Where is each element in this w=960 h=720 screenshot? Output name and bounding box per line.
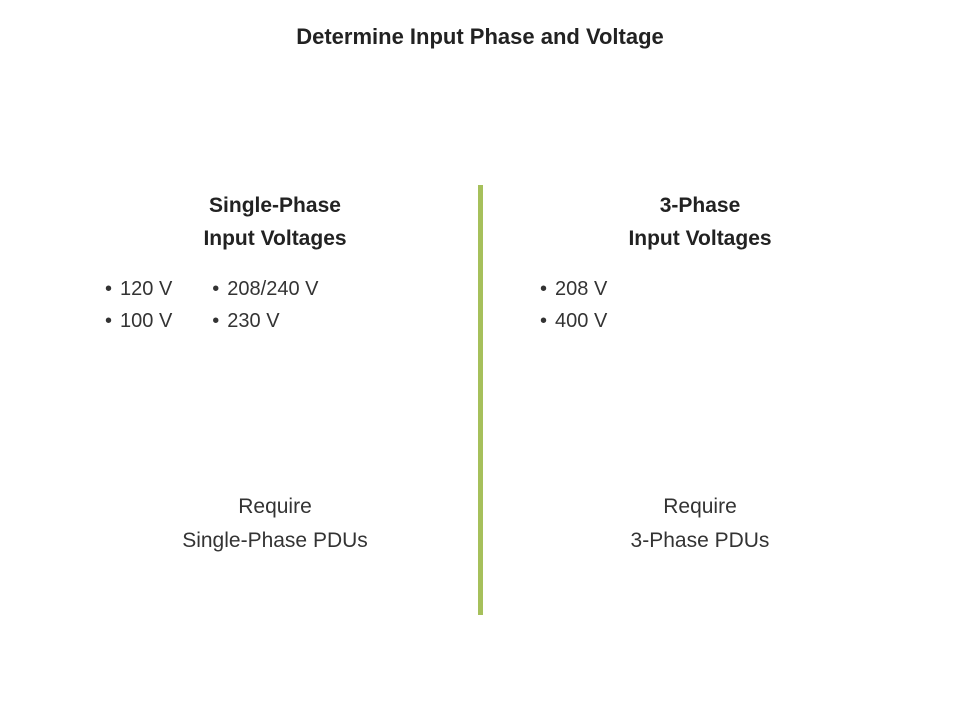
right-requirement: Require 3-Phase PDUs	[540, 490, 860, 557]
voltage-item: 120 V	[105, 273, 172, 305]
left-heading-line2: Input Voltages	[105, 223, 445, 256]
right-requirement-line1: Require	[540, 490, 860, 524]
left-heading-line1: Single-Phase	[105, 190, 445, 223]
left-requirement-line1: Require	[105, 490, 445, 524]
voltage-item: 208/240 V	[212, 273, 318, 305]
right-heading: 3-Phase Input Voltages	[540, 190, 860, 255]
left-voltage-col1: 120 V 100 V	[105, 273, 172, 337]
right-heading-line1: 3-Phase	[540, 190, 860, 223]
voltage-item: 208 V	[540, 273, 860, 305]
voltage-item: 100 V	[105, 305, 172, 337]
left-heading: Single-Phase Input Voltages	[105, 190, 445, 255]
vertical-divider	[478, 185, 483, 615]
left-voltage-col2: 208/240 V 230 V	[212, 273, 318, 337]
right-voltage-list: 208 V 400 V	[540, 273, 860, 337]
right-requirement-line2: 3-Phase PDUs	[540, 524, 860, 558]
voltage-item: 230 V	[212, 305, 318, 337]
left-requirement-line2: Single-Phase PDUs	[105, 524, 445, 558]
left-voltage-list: 120 V 100 V 208/240 V 230 V	[105, 273, 445, 337]
left-requirement: Require Single-Phase PDUs	[105, 490, 445, 557]
left-column: Single-Phase Input Voltages 120 V 100 V …	[105, 190, 445, 337]
voltage-item: 400 V	[540, 305, 860, 337]
right-column: 3-Phase Input Voltages 208 V 400 V	[540, 190, 860, 337]
page-title: Determine Input Phase and Voltage	[0, 24, 960, 50]
right-heading-line2: Input Voltages	[540, 223, 860, 256]
